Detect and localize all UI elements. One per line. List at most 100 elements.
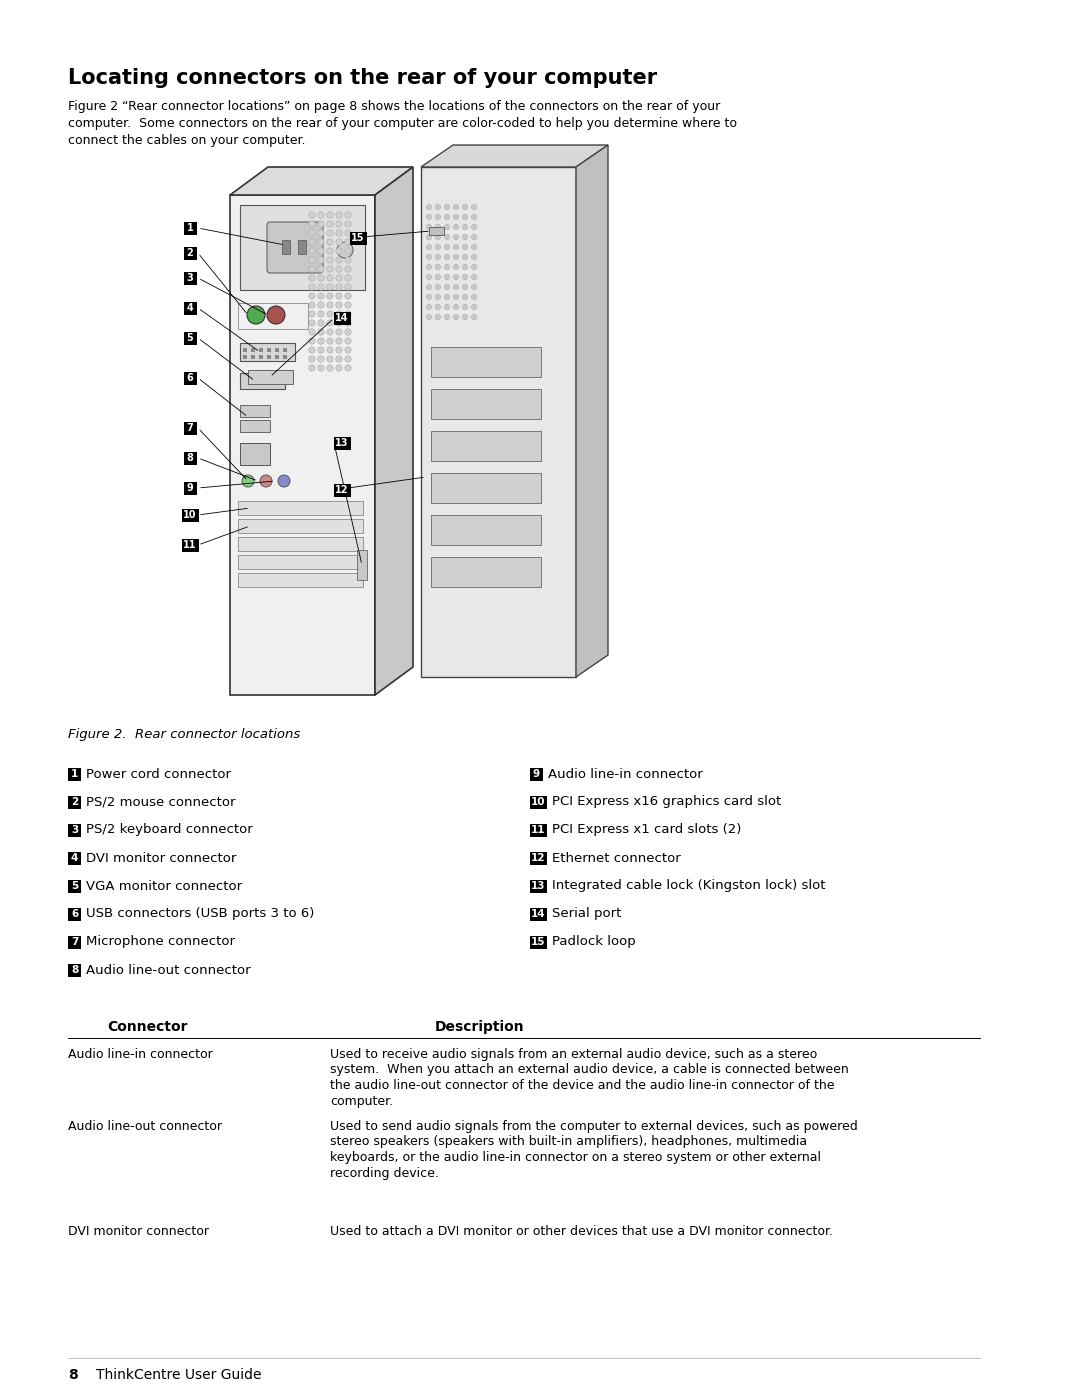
FancyBboxPatch shape [184, 271, 197, 285]
Circle shape [454, 235, 459, 240]
Circle shape [336, 212, 342, 218]
Circle shape [462, 314, 468, 320]
Bar [431, 474, 541, 503]
Circle shape [336, 328, 342, 335]
Circle shape [345, 302, 351, 309]
Circle shape [309, 356, 315, 362]
Circle shape [318, 212, 324, 218]
Circle shape [327, 229, 334, 236]
Text: 10: 10 [531, 798, 545, 807]
Polygon shape [576, 145, 608, 678]
Text: 6: 6 [187, 373, 193, 383]
Circle shape [337, 242, 353, 258]
Text: 13: 13 [531, 882, 545, 891]
Text: 4: 4 [187, 303, 193, 313]
Circle shape [336, 221, 342, 228]
Text: Padlock loop: Padlock loop [552, 936, 636, 949]
Text: PCI Express x1 card slots (2): PCI Express x1 card slots (2) [552, 823, 741, 837]
Text: 2: 2 [187, 249, 193, 258]
FancyBboxPatch shape [184, 372, 197, 384]
Circle shape [309, 275, 315, 281]
Circle shape [336, 310, 342, 317]
Bar [298, 240, 306, 254]
Text: Figure 2 “Rear connector locations” on page 8 shows the locations of the connect: Figure 2 “Rear connector locations” on p… [68, 101, 720, 113]
Circle shape [427, 264, 432, 270]
Circle shape [309, 212, 315, 218]
Text: Used to send audio signals from the computer to external devices, such as powere: Used to send audio signals from the comp… [330, 1120, 858, 1133]
Circle shape [454, 314, 459, 320]
Bar [282, 240, 291, 254]
Text: system.  When you attach an external audio device, a cable is connected between: system. When you attach an external audi… [330, 1063, 849, 1077]
Text: PS/2 keyboard connector: PS/2 keyboard connector [86, 823, 253, 837]
Circle shape [454, 254, 459, 260]
Circle shape [345, 293, 351, 299]
Text: Serial port: Serial port [552, 908, 621, 921]
Circle shape [327, 328, 334, 335]
Circle shape [336, 247, 342, 254]
Circle shape [462, 305, 468, 310]
FancyBboxPatch shape [181, 538, 199, 552]
Circle shape [345, 265, 351, 272]
FancyBboxPatch shape [530, 852, 546, 865]
Text: Audio line-in connector: Audio line-in connector [548, 767, 703, 781]
Circle shape [435, 214, 441, 219]
Text: 9: 9 [187, 483, 193, 493]
Circle shape [309, 293, 315, 299]
Text: 1: 1 [187, 224, 193, 233]
Text: VGA monitor connector: VGA monitor connector [86, 880, 242, 893]
Circle shape [471, 204, 476, 210]
Circle shape [345, 229, 351, 236]
Circle shape [454, 295, 459, 300]
Circle shape [327, 247, 334, 254]
Circle shape [435, 284, 441, 289]
Circle shape [327, 320, 334, 327]
Circle shape [435, 274, 441, 279]
FancyBboxPatch shape [68, 908, 81, 921]
Text: Connector: Connector [108, 1020, 188, 1034]
Polygon shape [421, 145, 608, 168]
Circle shape [327, 302, 334, 309]
Circle shape [336, 356, 342, 362]
Text: 6: 6 [71, 909, 78, 919]
Circle shape [435, 305, 441, 310]
Circle shape [427, 254, 432, 260]
Circle shape [462, 295, 468, 300]
Circle shape [309, 284, 315, 291]
Circle shape [327, 293, 334, 299]
Text: 13: 13 [335, 439, 349, 448]
Circle shape [427, 295, 432, 300]
Circle shape [318, 356, 324, 362]
Circle shape [427, 224, 432, 229]
Text: 15: 15 [531, 937, 545, 947]
Circle shape [345, 346, 351, 353]
FancyBboxPatch shape [184, 482, 197, 495]
FancyBboxPatch shape [230, 196, 375, 694]
Text: 8: 8 [71, 965, 78, 975]
FancyBboxPatch shape [184, 331, 197, 345]
Circle shape [454, 264, 459, 270]
Circle shape [454, 305, 459, 310]
Bar [283, 355, 287, 359]
Circle shape [309, 365, 315, 372]
Circle shape [318, 346, 324, 353]
Circle shape [427, 244, 432, 250]
Circle shape [318, 338, 324, 344]
Bar [238, 502, 363, 515]
Circle shape [267, 306, 285, 324]
Circle shape [345, 328, 351, 335]
Bar [238, 303, 308, 330]
Circle shape [336, 293, 342, 299]
Text: USB connectors (USB ports 3 to 6): USB connectors (USB ports 3 to 6) [86, 908, 314, 921]
Bar [431, 515, 541, 545]
Circle shape [336, 284, 342, 291]
Circle shape [345, 247, 351, 254]
Circle shape [309, 221, 315, 228]
Circle shape [336, 302, 342, 309]
Bar [431, 432, 541, 461]
Circle shape [462, 244, 468, 250]
Circle shape [462, 274, 468, 279]
Circle shape [427, 284, 432, 289]
Circle shape [471, 305, 476, 310]
FancyBboxPatch shape [184, 451, 197, 464]
Circle shape [318, 320, 324, 327]
